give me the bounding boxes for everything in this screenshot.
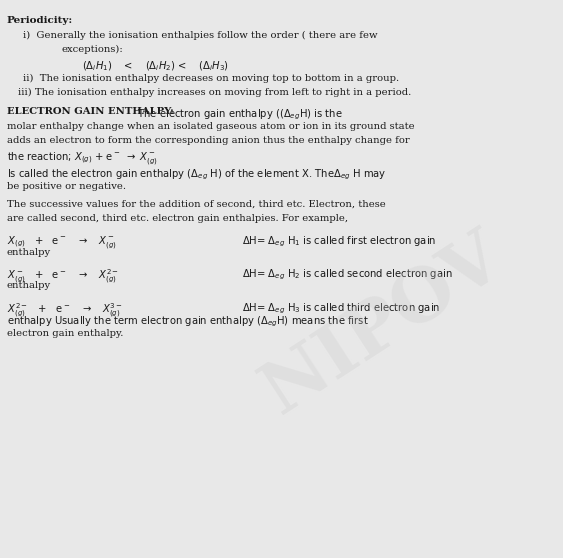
Text: enthalpy: enthalpy (7, 248, 51, 257)
Text: ii)  The ionisation enthalpy decreases on moving top to bottom in a group.: ii) The ionisation enthalpy decreases on… (23, 74, 399, 83)
Text: ELECTRON GAIN ENTHALPY:: ELECTRON GAIN ENTHALPY: (7, 107, 173, 116)
Text: adds an electron to form the corresponding anion thus the enthalpy change for: adds an electron to form the correspondi… (7, 136, 409, 145)
Text: NIPOV: NIPOV (249, 220, 516, 427)
Text: $X^{2-}_{(g)}$   +   e$^-$   $\rightarrow$   $X^{3-}_{(g)}$: $X^{2-}_{(g)}$ + e$^-$ $\rightarrow$ $X^… (7, 301, 123, 320)
Text: $(\Delta_i H_1)$    <    $(\Delta_i H_2)$ <    $(\Delta_i H_3)$: $(\Delta_i H_1)$ < $(\Delta_i H_2)$ < $(… (82, 60, 229, 73)
Text: i)  Generally the ionisation enthalpies follow the order ( there are few: i) Generally the ionisation enthalpies f… (23, 31, 377, 40)
Text: $\Delta$H= $\Delta_{eg}$ H$_3$ is called third electron gain: $\Delta$H= $\Delta_{eg}$ H$_3$ is called… (242, 301, 440, 316)
Text: exceptions):: exceptions): (62, 45, 124, 54)
Text: iii) The ionisation enthalpy increases on moving from left to right in a period.: iii) The ionisation enthalpy increases o… (18, 88, 411, 97)
Text: $X^-_{(g)}$   +   e$^-$   $\rightarrow$   $X^{2-}_{(g)}$: $X^-_{(g)}$ + e$^-$ $\rightarrow$ $X^{2-… (7, 268, 119, 286)
Text: $\Delta$H= $\Delta_{eg}$ H$_2$ is called second electron gain: $\Delta$H= $\Delta_{eg}$ H$_2$ is called… (242, 268, 453, 282)
Text: The electron gain enthalpy (($\Delta_{eg}$H) is the: The electron gain enthalpy (($\Delta_{eg… (7, 107, 342, 122)
Text: The successive values for the addition of second, third etc. Electron, these: The successive values for the addition o… (7, 200, 386, 209)
Text: $X_{(g)}$   +   e$^-$   $\rightarrow$   $X^-_{(g)}$: $X_{(g)}$ + e$^-$ $\rightarrow$ $X^-_{(g… (7, 234, 117, 251)
Text: electron gain enthalpy.: electron gain enthalpy. (7, 329, 123, 338)
Text: $\Delta$H= $\Delta_{eg}$ H$_1$ is called first electron gain: $\Delta$H= $\Delta_{eg}$ H$_1$ is called… (242, 234, 436, 249)
Text: are called second, third etc. electron gain enthalpies. For example,: are called second, third etc. electron g… (7, 214, 348, 223)
Text: Is called the electron gain enthalpy ($\Delta_{eg}$ H) of the element X. The$\De: Is called the electron gain enthalpy ($\… (7, 167, 386, 182)
Text: molar enthalpy change when an isolated gaseous atom or ion in its ground state: molar enthalpy change when an isolated g… (7, 122, 414, 131)
Text: enthalpy: enthalpy (7, 281, 51, 290)
Text: enthalpy Usually the term electron gain enthalpy ($\Delta_{eg}$H) means the firs: enthalpy Usually the term electron gain … (7, 315, 368, 329)
Text: Periodicity:: Periodicity: (7, 16, 73, 25)
Text: the reaction; $X_{(g)}$ + e$^-$ $\rightarrow$ $X^-_{(g)}$: the reaction; $X_{(g)}$ + e$^-$ $\righta… (7, 151, 158, 167)
Text: be positive or negative.: be positive or negative. (7, 182, 126, 191)
